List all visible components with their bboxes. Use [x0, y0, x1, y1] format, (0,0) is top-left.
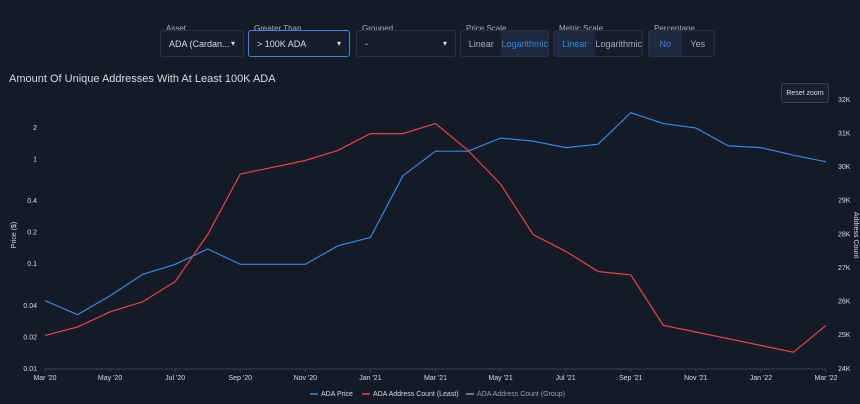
toggle-option[interactable]: No [649, 31, 682, 56]
control-label: Metric Scale [559, 24, 604, 33]
control-label: Grouped [362, 24, 394, 33]
y-tick-label: 0.01 [23, 366, 37, 373]
y-tick-label: 0.1 [27, 261, 37, 268]
y2-tick-label: 28K [838, 231, 851, 238]
chart-title: Amount Of Unique Addresses With At Least… [9, 73, 276, 85]
dropdown-caret: ▾ [230, 39, 235, 48]
legend-label[interactable]: ADA Address Count (Group) [477, 391, 565, 398]
x-tick-label: Jan '21 [359, 375, 381, 382]
x-tick-label: May '20 [98, 375, 122, 382]
x-tick-label: May '21 [488, 375, 512, 382]
y2-tick-label: 30K [838, 164, 851, 171]
x-tick-label: Jul '21 [556, 375, 576, 382]
x-tick-label: Nov '20 [294, 375, 318, 382]
dropdown-value: ADA (Cardan... [169, 38, 230, 49]
legend-label[interactable]: ADA Price [321, 391, 353, 398]
control-label: Price Scale [466, 24, 507, 33]
dropdown-caret: ▾ [336, 39, 341, 48]
y2-tick-label: 29K [838, 198, 851, 205]
dropdown[interactable]: - ▾ [356, 30, 456, 57]
x-tick-label: Jul '20 [165, 375, 185, 382]
toggle-option[interactable]: Linear [468, 38, 494, 49]
y-tick-label: 2 [33, 125, 37, 132]
y2-tick-label: 24K [838, 366, 851, 373]
toggle-option[interactable]: Logarithmic [595, 38, 642, 49]
dropdown[interactable]: ADA (Cardan... ▾ [160, 30, 244, 57]
y-tick-label: 0.4 [27, 198, 37, 205]
legend-label[interactable]: ADA Address Count (Least) [373, 391, 459, 398]
dropdown[interactable]: > 100K ADA ▾ [248, 30, 350, 57]
x-tick-label: Mar '22 [814, 375, 837, 382]
y-tick-label: 0.2 [27, 230, 37, 237]
x-tick-label: Jan '22 [750, 375, 772, 382]
series-line [44, 112, 827, 316]
y-tick-label: 0.04 [23, 303, 37, 310]
y-tick-label: 1 [33, 156, 37, 163]
x-tick-label: Mar '20 [33, 375, 56, 382]
x-tick-label: Sep '20 [228, 375, 252, 382]
x-tick-label: Sep '21 [619, 375, 643, 382]
toggle-option[interactable]: Linear [554, 31, 596, 56]
control-label: Asset [166, 24, 187, 33]
y-axis-title: Price ($) [11, 222, 18, 248]
y2-tick-label: 32K [838, 97, 851, 104]
toggle: Linear Logarithmic [460, 30, 549, 57]
toggle: No Yes [648, 30, 715, 57]
toggle: Linear Logarithmic [553, 30, 643, 57]
toggle-option[interactable]: Logarithmic [501, 31, 548, 56]
control-label: Greater Than [254, 24, 302, 33]
dropdown-caret: ▾ [442, 39, 447, 48]
y2-tick-label: 25K [838, 332, 851, 339]
y2-tick-label: 26K [838, 299, 851, 306]
y2-tick-label: 31K [838, 130, 851, 137]
dropdown-value: > 100K ADA [257, 38, 307, 49]
control-label: Percentage [654, 24, 695, 33]
y-tick-label: 0.02 [23, 334, 37, 341]
series-line [44, 122, 827, 353]
reset-zoom-button[interactable]: Reset zoom [781, 83, 829, 103]
toggle-option[interactable]: Yes [690, 38, 706, 49]
y2-axis-title: Address Count [852, 212, 859, 258]
y2-tick-label: 27K [838, 265, 851, 272]
x-tick-label: Mar '21 [424, 375, 447, 382]
x-tick-label: Nov '21 [684, 375, 708, 382]
dropdown-value: - [365, 38, 368, 49]
